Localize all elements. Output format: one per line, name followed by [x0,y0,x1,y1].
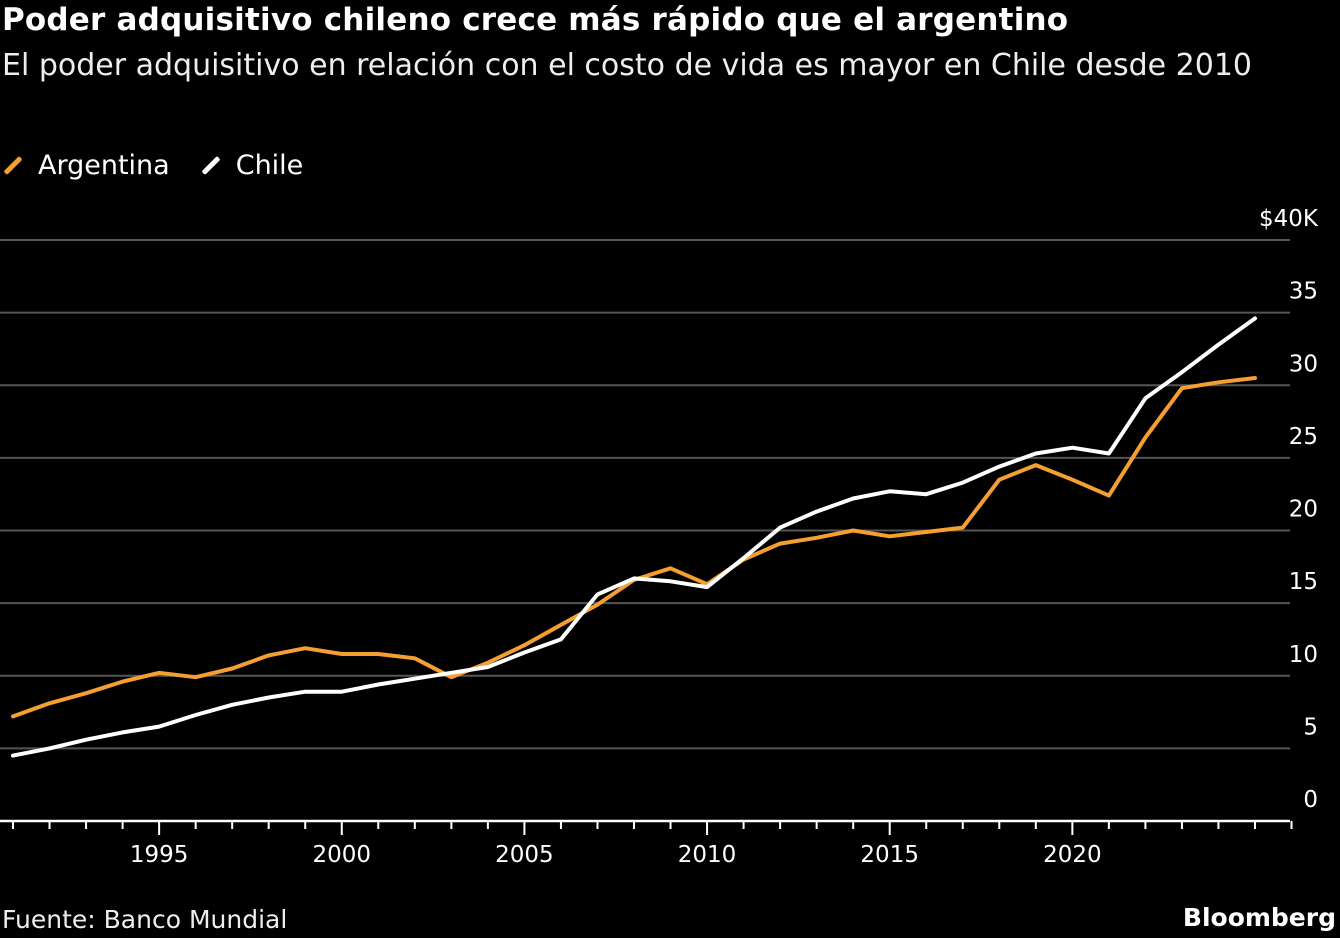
y-tick-label: 25 [1289,424,1318,450]
x-tick-label: 2020 [1043,842,1102,868]
legend-label: Chile [235,150,304,181]
legend: Argentina Chile [2,150,303,181]
y-tick-label: 20 [1289,497,1318,523]
x-tick-label: 2010 [678,842,737,868]
y-tick-label: 0 [1303,787,1318,813]
y-tick-label: $40K [1259,206,1319,232]
x-tick-label: 2000 [312,842,371,868]
legend-item-argentina: Argentina [2,150,170,181]
chart-subtitle: El poder adquisitivo en relación con el … [2,48,1253,83]
x-tick-label: 2005 [495,842,554,868]
legend-item-chile: Chile [200,150,304,181]
y-tick-label: 15 [1289,569,1318,595]
y-tick-label: 5 [1303,714,1318,740]
y-tick-label: 35 [1289,279,1318,305]
y-tick-label: 10 [1289,642,1318,668]
y-tick-label: 30 [1289,351,1318,377]
legend-label: Argentina [38,150,170,181]
brand-logo: Bloomberg [1182,903,1336,932]
source-note: Fuente: Banco Mundial [2,905,288,934]
series-line-argentina [11,376,1257,719]
x-tick-label: 2015 [860,842,919,868]
x-tick-label: 1995 [130,842,189,868]
chart-title: Poder adquisitivo chileno crece más rápi… [2,2,1069,38]
series-line-chile [11,316,1257,758]
